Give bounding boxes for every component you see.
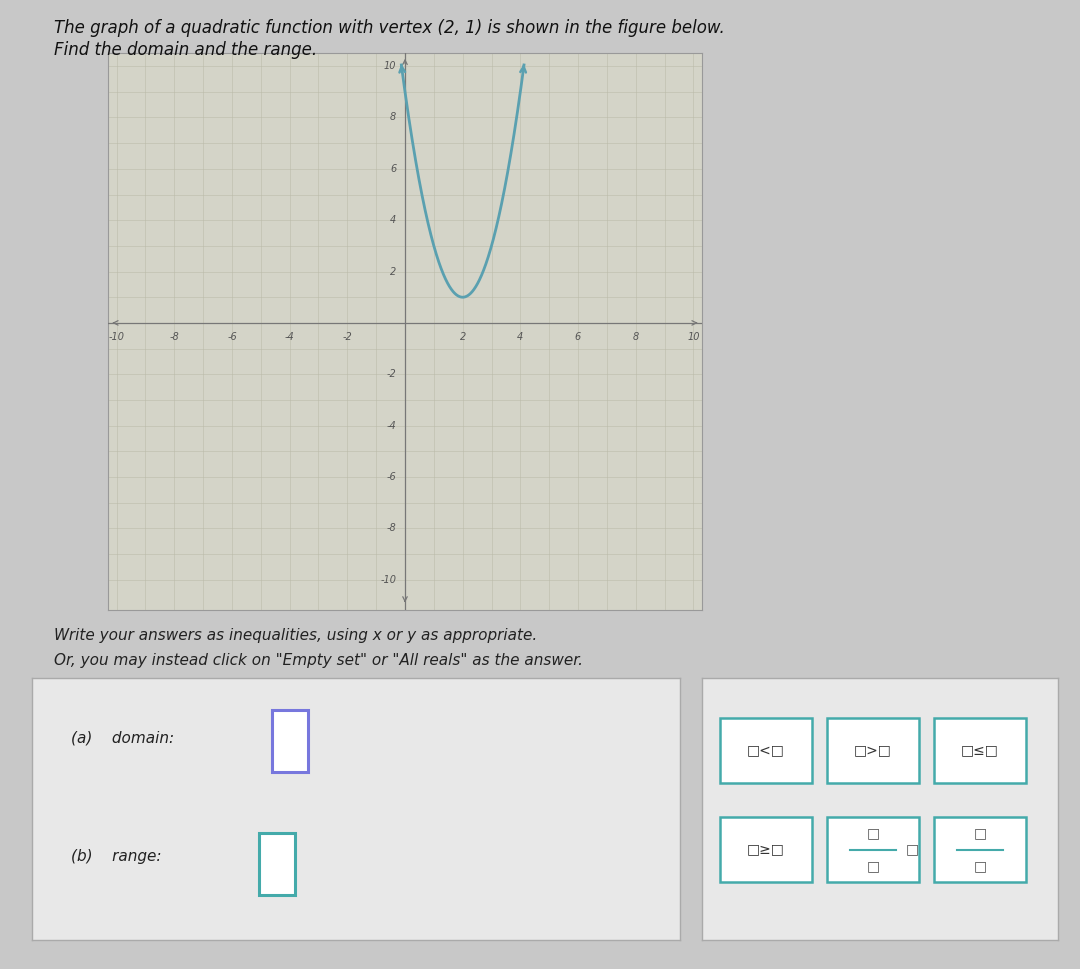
Text: (a)    domain:: (a) domain: [71, 731, 174, 746]
Text: □: □ [973, 860, 986, 873]
Text: 8: 8 [390, 112, 396, 122]
FancyBboxPatch shape [720, 817, 812, 883]
Text: 2: 2 [460, 332, 465, 342]
Text: 4: 4 [390, 215, 396, 225]
Text: 4: 4 [517, 332, 524, 342]
FancyBboxPatch shape [259, 832, 295, 895]
FancyBboxPatch shape [827, 717, 919, 783]
Text: 6: 6 [575, 332, 581, 342]
Text: □: □ [866, 860, 879, 873]
Text: □≤□: □≤□ [961, 743, 999, 757]
Text: -6: -6 [387, 472, 396, 482]
Text: -4: -4 [387, 421, 396, 430]
Text: -8: -8 [170, 332, 179, 342]
Text: □: □ [973, 827, 986, 840]
Text: -6: -6 [227, 332, 237, 342]
Text: -10: -10 [380, 575, 396, 584]
FancyBboxPatch shape [827, 817, 919, 883]
FancyBboxPatch shape [934, 717, 1026, 783]
Text: -10: -10 [109, 332, 124, 342]
Text: 2: 2 [390, 266, 396, 276]
Text: Find the domain and the range.: Find the domain and the range. [54, 41, 318, 59]
Text: (b)    range:: (b) range: [71, 849, 162, 863]
FancyBboxPatch shape [272, 709, 308, 772]
FancyBboxPatch shape [934, 817, 1026, 883]
Text: 6: 6 [390, 164, 396, 173]
Text: The graph of a quadratic function with vertex (2, 1) is shown in the figure belo: The graph of a quadratic function with v… [54, 19, 725, 38]
Text: -2: -2 [387, 369, 396, 379]
Text: □>□: □>□ [854, 743, 892, 757]
Text: -8: -8 [387, 523, 396, 533]
FancyBboxPatch shape [720, 717, 812, 783]
Text: □≥□: □≥□ [747, 843, 785, 857]
Text: 10: 10 [687, 332, 700, 342]
Text: Write your answers as inequalities, using x or y as appropriate.: Write your answers as inequalities, usin… [54, 628, 537, 642]
Text: □<□: □<□ [747, 743, 785, 757]
Text: -4: -4 [285, 332, 295, 342]
Text: -2: -2 [342, 332, 352, 342]
Text: 8: 8 [633, 332, 638, 342]
Text: Or, you may instead click on "Empty set" or "All reals" as the answer.: Or, you may instead click on "Empty set"… [54, 653, 583, 668]
Text: □: □ [866, 827, 879, 840]
Text: 10: 10 [383, 61, 396, 71]
Text: □: □ [906, 843, 919, 857]
